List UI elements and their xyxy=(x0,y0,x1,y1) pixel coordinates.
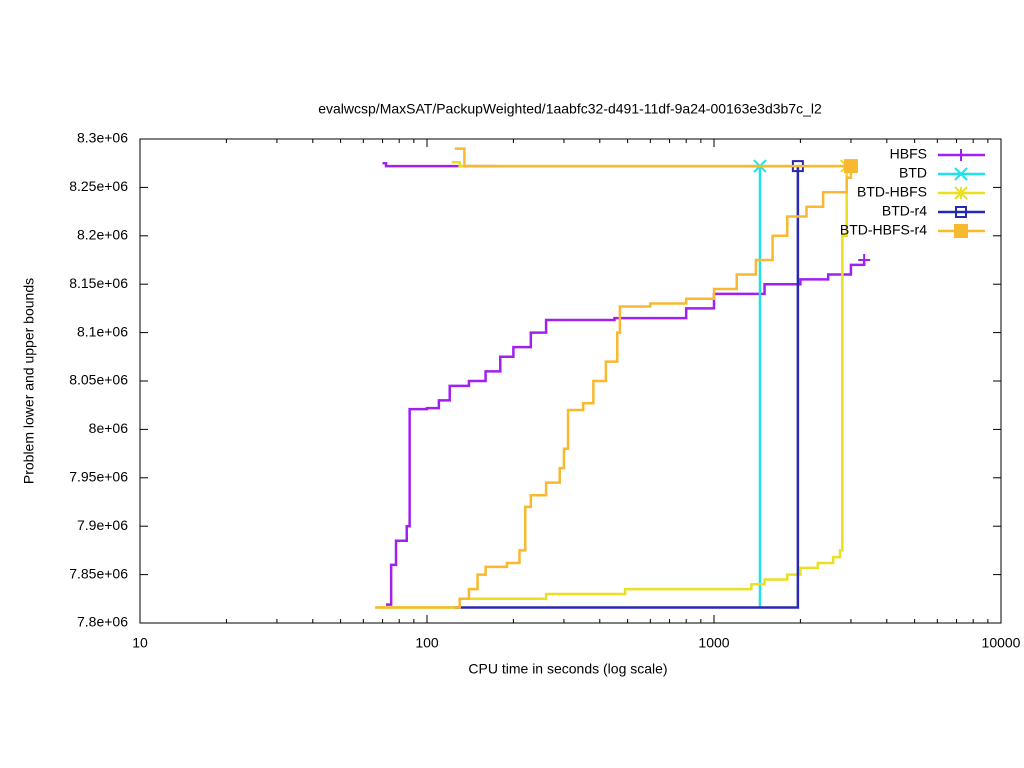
legend-label: HBFS xyxy=(890,146,927,162)
x-tick-label: 100 xyxy=(415,635,439,651)
legend-label: BTD-HBFS-r4 xyxy=(840,222,927,238)
x-tick-label: 10 xyxy=(132,635,148,651)
y-tick-label: 7.95e+06 xyxy=(69,469,128,485)
y-tick-label: 7.85e+06 xyxy=(69,565,128,581)
series-line xyxy=(382,161,866,606)
x-tick-label: 10000 xyxy=(982,635,1021,651)
marker xyxy=(954,186,968,200)
x-tick-label: 1000 xyxy=(698,635,729,651)
legend-label: BTD xyxy=(899,165,927,181)
y-tick-label: 8.2e+06 xyxy=(77,227,128,243)
marker xyxy=(955,206,967,218)
legend-label: BTD-HBFS xyxy=(857,184,927,200)
y-tick-label: 8.3e+06 xyxy=(77,130,128,146)
y-axis-label: Problem lower and upper bounds xyxy=(21,278,37,484)
chart-title: evalwcsp/MaxSAT/PackupWeighted/1aabfc32-… xyxy=(318,101,822,117)
y-tick-label: 8.05e+06 xyxy=(69,372,128,388)
marker xyxy=(843,159,858,174)
series-line xyxy=(375,147,853,609)
y-tick-label: 8e+06 xyxy=(89,420,129,436)
marker xyxy=(954,167,968,181)
plot-frame xyxy=(139,138,1002,624)
y-tick-label: 8.25e+06 xyxy=(69,178,128,194)
y-tick-label: 7.9e+06 xyxy=(77,517,128,533)
y-tick-label: 8.1e+06 xyxy=(77,323,128,339)
series-line xyxy=(749,164,762,608)
y-tick-label: 7.8e+06 xyxy=(77,614,128,630)
marker xyxy=(954,224,968,238)
series-line xyxy=(454,166,800,609)
y-tick-label: 8.15e+06 xyxy=(69,275,128,291)
legend-label: BTD-r4 xyxy=(882,203,927,219)
marker xyxy=(955,149,967,161)
marker xyxy=(858,254,871,266)
series-line xyxy=(375,160,851,609)
x-axis-label: CPU time in seconds (log scale) xyxy=(468,661,667,677)
